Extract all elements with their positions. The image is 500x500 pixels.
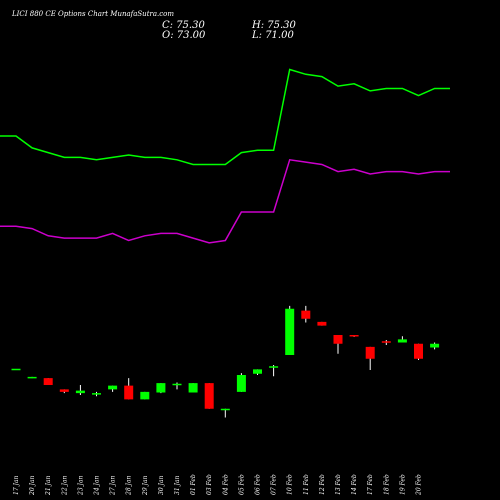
x-tick-label: 18 Feb [383,474,390,495]
x-tick-label: 28 Jan [126,475,133,496]
candle-body [236,375,246,392]
candle [381,340,391,345]
x-tick-label: 30 Jan [158,475,165,495]
candle [414,343,423,360]
x-tick-label: 12 Feb [319,474,326,495]
candle-body [11,368,21,371]
x-tick-label: 10 Feb [287,474,294,495]
candle [204,383,214,409]
x-tick-label: 06 Feb [255,474,262,495]
x-tick-label: 29 Jan [142,475,149,496]
candle-body [140,391,150,400]
candle-body [333,335,343,344]
candle-body [317,321,327,326]
candle-body [43,378,53,385]
x-tick-label: 31 Jan [174,475,181,495]
x-tick-label: 11 Feb [303,474,310,495]
candle [220,408,230,418]
candle-body [172,383,182,386]
x-tick-label: 07 Feb [271,474,278,495]
candle [430,342,440,350]
candle [27,376,37,379]
candle-body [188,383,198,393]
candle-body [365,346,375,359]
x-tick-label: 19 Feb [399,474,406,495]
candle-body [108,385,118,390]
lower-line [0,158,450,244]
candle-body [75,390,85,394]
candle [365,346,375,370]
candle [75,385,85,395]
candle [317,321,327,326]
candle-body [285,308,295,355]
candle [172,382,182,390]
close-value: C: 75.30 [162,20,205,31]
x-tick-label: 14 Feb [351,474,358,495]
candle [236,373,246,392]
candle [333,335,343,354]
candle [43,378,53,385]
x-tick-label: 05 Feb [238,474,245,495]
x-tick-label: 23 Jan [77,475,84,496]
high-value: H: 75.30 [251,20,297,31]
candle-body [301,310,311,319]
x-tick-label: 27 Jan [110,475,117,496]
candle-body [92,393,101,395]
x-tick-label: 17 Jan [13,475,20,495]
candle-body [269,366,279,368]
candle-body [204,383,214,409]
x-tick-label: 20 Feb [416,474,423,496]
candle [285,305,295,355]
indicator-lines [0,68,450,244]
candle-body [381,341,391,343]
low-value: L: 71.00 [251,30,294,41]
x-axis-labels: 17 Jan 20 Jan 21 Jan 22 Jan 23 Jan 24 Jan 27 J… [13,474,423,496]
open-value: O: 73.00 [162,30,206,41]
x-tick-label: 20 Jan [29,475,36,496]
candle [108,385,118,392]
candle-body [59,389,69,392]
candle [140,391,150,400]
candle-body [220,408,230,411]
upper-line [0,68,450,166]
candle [253,369,262,375]
candle-body [124,385,134,400]
candle [397,336,407,343]
candle [269,365,279,377]
candle [156,383,166,394]
candle [301,305,311,323]
candle [349,335,359,337]
x-tick-label: 22 Jan [61,475,68,496]
candle-body [414,343,423,359]
candle [59,389,69,394]
candle-body [349,335,359,337]
x-tick-label: 01 Feb [190,474,197,495]
candle [124,378,134,400]
candles-group [11,305,440,418]
candle-body [253,369,262,374]
x-tick-label: 21 Jan [45,475,52,496]
chart-title: LICI 880 CE Options Chart MunafaSutra.co… [11,10,174,18]
x-tick-label: 24 Jan [94,475,101,496]
candle-body [156,383,166,393]
x-tick-label: 13 Feb [335,474,342,495]
candle [188,383,198,393]
x-tick-label: 03 Feb [206,474,213,495]
x-tick-label: 17 Feb [367,474,374,495]
candle-body [27,376,37,379]
candle-body [397,339,407,343]
candle [11,368,21,371]
x-tick-label: 04 Feb [222,474,229,495]
candle-body [430,343,440,348]
candle [92,391,101,397]
